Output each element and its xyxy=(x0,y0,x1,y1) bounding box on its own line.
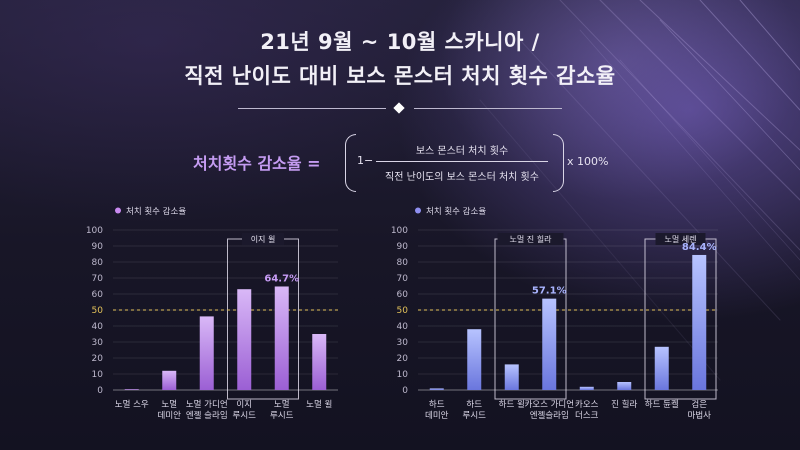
title-divider xyxy=(238,102,562,114)
left-y-tick-label: 20 xyxy=(92,354,104,364)
right-category-label: 하드 윌 xyxy=(499,399,525,410)
right-category-label: 더스크 xyxy=(575,411,599,421)
left-bar xyxy=(274,286,289,390)
right-bar xyxy=(467,329,482,390)
left-bar xyxy=(124,389,139,390)
right-y-tick-label: 50 xyxy=(397,306,409,316)
right-category-label: 하드 xyxy=(466,399,482,410)
right-category-label: 검은 xyxy=(691,399,707,410)
right-y-tick-label: 90 xyxy=(397,242,409,252)
right-group-label: 노멀 세렌 xyxy=(665,234,697,244)
left-y-tick-label: 60 xyxy=(92,290,104,300)
right-category-label: 엔젤슬라임 xyxy=(530,410,569,421)
right-y-tick-label: 40 xyxy=(397,322,409,332)
page-title-line2: 직전 난이도 대비 보스 몬스터 처치 횟수 감소율 xyxy=(184,64,616,88)
right-category-label: 카오스 xyxy=(575,400,599,410)
divider-line-left xyxy=(238,108,386,109)
left-y-tick-label: 90 xyxy=(92,242,104,252)
left-y-tick-label: 50 xyxy=(92,306,104,316)
right-bar xyxy=(429,388,444,390)
left-category-label: 노멀 가디언 xyxy=(186,399,228,410)
right-group-label-bg xyxy=(497,233,564,245)
formula-denominator: 직전 난이도의 보스 몬스터 처치 횟수 xyxy=(385,172,539,183)
right-bar xyxy=(579,386,594,390)
left-category-label: 루시드 xyxy=(233,411,257,421)
right-category-label: 마법사 xyxy=(688,410,712,421)
left-category-label: 노멀 xyxy=(274,400,290,410)
formula: 처치횟수 감소율 = 1− 보스 몬스터 처치 횟수 직전 난이도의 보스 몬스… xyxy=(0,128,800,198)
right-data-label: 57.1% xyxy=(532,286,567,297)
formula-label: 처치횟수 감소율 = xyxy=(193,154,321,173)
left-y-tick-label: 0 xyxy=(97,386,103,396)
right-category-label: 하드 듄켈 xyxy=(645,399,679,410)
right-chart: 처치 횟수 감소율 0 10 20 30 40 50 60 70 80 90 100 노멀 진 힐라 노멀… xyxy=(391,206,718,421)
right-bar xyxy=(504,364,519,390)
left-chart: 처치 횟수 감소율 0 10 20 30 40 50 60 70 80 90 100 이지 윌 64.7%… xyxy=(86,206,338,421)
left-legend-marker xyxy=(115,207,121,214)
right-legend-marker xyxy=(415,207,421,214)
left-bar xyxy=(199,316,214,390)
left-category-label: 루시드 xyxy=(270,411,294,421)
right-y-tick-label: 30 xyxy=(397,338,409,348)
left-y-tick-label: 70 xyxy=(92,274,104,284)
left-group-label: 이지 윌 xyxy=(251,234,276,244)
left-y-tick-label: 10 xyxy=(92,370,104,380)
left-bar xyxy=(237,289,252,390)
left-y-tick-label: 100 xyxy=(86,226,103,236)
left-data-label: 64.7% xyxy=(264,273,299,284)
right-category-label: 데미안 xyxy=(425,410,449,421)
left-group-label-bg xyxy=(242,233,284,245)
formula-numerator: 보스 몬스터 처치 횟수 xyxy=(415,146,509,157)
right-category-label: 진 힐라 xyxy=(611,399,637,410)
left-category-label: 데미안 xyxy=(158,410,182,421)
divider-line-right xyxy=(414,108,562,109)
right-legend-label: 처치 횟수 감소율 xyxy=(426,206,486,217)
right-y-tick-label: 60 xyxy=(397,290,409,300)
right-y-tick-label: 100 xyxy=(391,226,408,236)
right-y-tick-label: 20 xyxy=(397,354,409,364)
right-y-tick-label: 70 xyxy=(397,274,409,284)
formula-one: 1− xyxy=(357,154,374,167)
left-category-label: 노멀 윌 xyxy=(306,399,332,410)
right-group-label: 노멀 진 힐라 xyxy=(510,234,553,244)
right-category-label: 카오스 가디언 xyxy=(524,399,574,410)
left-category-label: 이지 xyxy=(236,399,252,410)
right-bar xyxy=(654,346,669,390)
page-title-line1: 21년 9월 ~ 10월 스카니아 / xyxy=(260,30,540,54)
left-legend-label: 처치 횟수 감소율 xyxy=(126,206,186,217)
right-bar xyxy=(692,254,707,390)
right-category-label: 루시드 xyxy=(463,411,487,421)
right-category-label: 하드 xyxy=(429,399,445,410)
right-y-tick-label: 0 xyxy=(402,386,408,396)
left-y-tick-label: 80 xyxy=(92,258,104,268)
left-y-tick-label: 40 xyxy=(92,322,104,332)
right-y-tick-label: 80 xyxy=(397,258,409,268)
left-category-label: 노멀 스우 xyxy=(115,400,149,410)
right-group-label-bg xyxy=(655,233,706,245)
right-bar xyxy=(617,382,632,390)
right-data-label: 84.4% xyxy=(682,242,717,253)
left-category-label: 노멀 xyxy=(161,400,177,410)
left-category-label: 엔젤 슬라임 xyxy=(186,410,228,421)
right-y-tick-label: 10 xyxy=(397,370,409,380)
formula-multiplier: x 100% xyxy=(567,155,609,168)
left-y-tick-label: 30 xyxy=(92,338,104,348)
left-bar xyxy=(162,370,177,390)
left-bar xyxy=(312,334,327,390)
formula-fraction-bar xyxy=(376,161,548,162)
right-bar xyxy=(542,298,557,390)
